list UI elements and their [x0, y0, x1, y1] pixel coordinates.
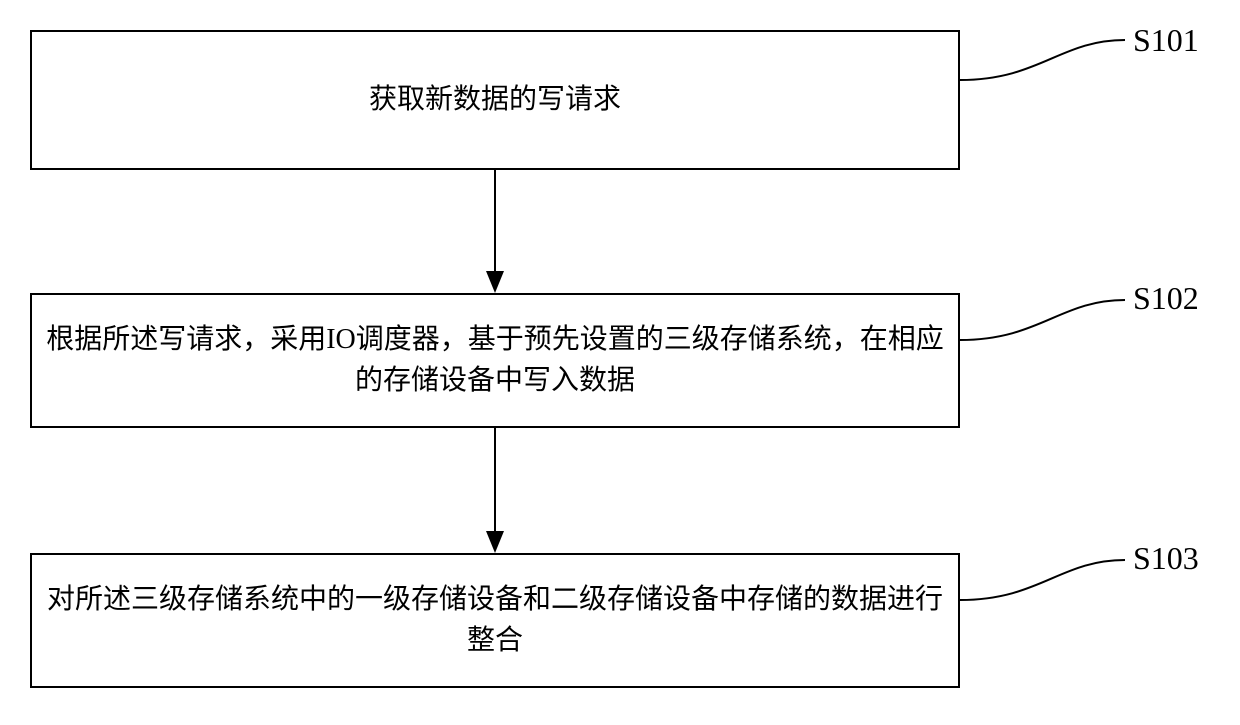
step-label-s102: S102	[1133, 280, 1199, 317]
step-label-s101-text: S101	[1133, 22, 1199, 58]
flow-node-s102: 根据所述写请求，采用IO调度器，基于预先设置的三级存储系统，在相应的存储设备中写…	[30, 293, 960, 428]
flow-node-s103: 对所述三级存储系统中的一级存储设备和二级存储设备中存储的数据进行整合	[30, 553, 960, 688]
flow-node-s102-text: 根据所述写请求，采用IO调度器，基于预先设置的三级存储系统，在相应的存储设备中写…	[46, 320, 944, 401]
callout-connector	[960, 560, 1125, 600]
arrowhead-icon	[486, 531, 504, 553]
step-label-s102-text: S102	[1133, 280, 1199, 316]
flowchart-canvas: 获取新数据的写请求 根据所述写请求，采用IO调度器，基于预先设置的三级存储系统，…	[0, 0, 1240, 725]
step-label-s103-text: S103	[1133, 540, 1199, 576]
callout-connector	[960, 300, 1125, 340]
callout-connector	[960, 40, 1125, 80]
step-label-s103: S103	[1133, 540, 1199, 577]
arrowhead-icon	[486, 271, 504, 293]
flow-node-s103-text: 对所述三级存储系统中的一级存储设备和二级存储设备中存储的数据进行整合	[46, 580, 944, 661]
flow-node-s101-text: 获取新数据的写请求	[369, 80, 621, 121]
step-label-s101: S101	[1133, 22, 1199, 59]
flow-node-s101: 获取新数据的写请求	[30, 30, 960, 170]
